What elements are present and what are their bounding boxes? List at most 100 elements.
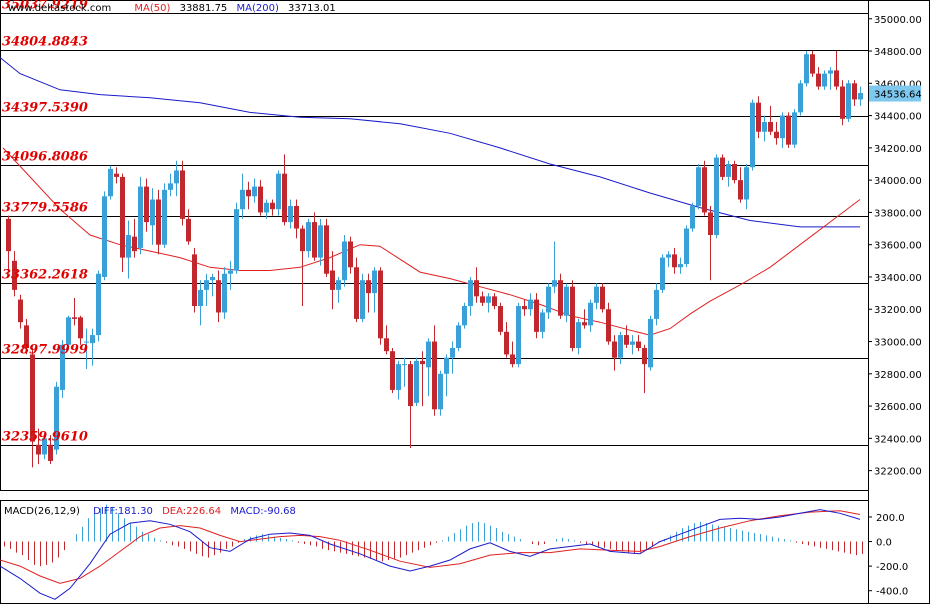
macd-name: MACD(26,12,9) bbox=[4, 506, 80, 517]
candle-up bbox=[288, 205, 293, 223]
candle-down bbox=[270, 202, 275, 210]
candle-down bbox=[786, 115, 791, 145]
candle-up bbox=[342, 241, 347, 281]
candle-up bbox=[372, 270, 377, 294]
candle-down bbox=[282, 173, 287, 223]
candle-up bbox=[588, 302, 593, 326]
candle-down bbox=[384, 338, 389, 352]
last-price-badge: 34536.64 bbox=[869, 85, 922, 102]
candle-down bbox=[432, 341, 437, 410]
candle-down bbox=[600, 286, 605, 310]
candle-down bbox=[480, 296, 485, 303]
candle-up bbox=[630, 341, 635, 345]
price-tick-label: 33000.00 bbox=[874, 338, 922, 349]
support-resistance-levels bbox=[0, 13, 868, 446]
site-label[interactable]: www.deltastock.com bbox=[8, 3, 112, 14]
candle-down bbox=[492, 296, 497, 307]
macd-tick-label: 0.0 bbox=[876, 538, 892, 549]
level-labels: 35037.9219 34804.8843 34397.5390 34096.8086… bbox=[2, 0, 88, 445]
candle-up bbox=[438, 373, 443, 410]
candle-up bbox=[660, 257, 665, 290]
candle-up bbox=[648, 318, 653, 368]
candle-up bbox=[168, 183, 173, 190]
candle-up bbox=[486, 296, 491, 303]
level-label: 34096.8086 bbox=[2, 150, 88, 165]
level-label: 33779.5586 bbox=[2, 201, 88, 216]
candle-down bbox=[72, 317, 77, 319]
candle-up bbox=[546, 286, 551, 313]
candle-up bbox=[252, 186, 257, 197]
candle-up bbox=[858, 92, 863, 100]
candle-up bbox=[360, 280, 365, 319]
last-price-text: 34536.64 bbox=[874, 90, 922, 101]
candle-down bbox=[558, 280, 563, 316]
candle-down bbox=[732, 164, 737, 181]
macd-diff-label: DIFF:181.30 bbox=[93, 506, 153, 517]
price-tick-label: 32200.00 bbox=[874, 467, 922, 478]
candle-up bbox=[108, 168, 113, 197]
candle-up bbox=[576, 322, 581, 348]
candle-up bbox=[696, 167, 701, 206]
candle-up bbox=[468, 280, 473, 307]
candle-up bbox=[174, 170, 179, 184]
candle-up bbox=[42, 438, 47, 455]
candle-down bbox=[246, 189, 251, 197]
candle-down bbox=[6, 218, 11, 252]
price-tick-label: 34000.00 bbox=[874, 176, 922, 187]
candle-down bbox=[534, 299, 539, 332]
candle-down bbox=[324, 225, 329, 274]
candle-down bbox=[312, 222, 317, 258]
candle-up bbox=[516, 306, 521, 365]
candle-down bbox=[606, 309, 611, 342]
candle-up bbox=[780, 115, 785, 139]
ma50-path bbox=[2, 147, 861, 336]
candle-down bbox=[774, 131, 779, 139]
level-label: 34804.8843 bbox=[2, 35, 88, 50]
candle-up bbox=[684, 228, 689, 265]
candle-down bbox=[354, 267, 359, 319]
candle-down bbox=[612, 341, 617, 358]
level-label: 34397.5390 bbox=[2, 101, 88, 116]
candle-down bbox=[498, 306, 503, 332]
candle-up bbox=[204, 280, 209, 290]
candle-up bbox=[822, 73, 827, 87]
candle-down bbox=[756, 102, 761, 132]
candle-up bbox=[150, 199, 155, 226]
macd-header: MACD(26,12,9) DIFF:181.30 DEA:226.64 MAC… bbox=[4, 506, 296, 517]
candle-up bbox=[744, 167, 749, 200]
candle-up bbox=[804, 54, 809, 84]
candle-down bbox=[852, 83, 857, 100]
macd-diff-path bbox=[0, 509, 861, 600]
candle-up bbox=[96, 273, 101, 336]
candle-down bbox=[636, 341, 641, 348]
candle-up bbox=[198, 289, 203, 307]
candle-down bbox=[408, 364, 413, 407]
macd-panel-frame bbox=[0, 500, 869, 604]
candle-up bbox=[84, 341, 89, 343]
candle-down bbox=[114, 173, 119, 177]
candle-up bbox=[846, 83, 851, 119]
candle-up bbox=[762, 122, 767, 132]
price-tick-label: 32600.00 bbox=[874, 402, 922, 413]
candle-down bbox=[18, 299, 23, 323]
candle-down bbox=[624, 335, 629, 345]
candle-down bbox=[12, 260, 17, 290]
ma50-label: MA(50) bbox=[134, 3, 171, 14]
level-label: 35037.9219 bbox=[2, 0, 88, 13]
candle-down bbox=[522, 306, 527, 310]
candle-down bbox=[582, 322, 587, 326]
candle-up bbox=[690, 205, 695, 229]
candle-down bbox=[24, 325, 29, 348]
candle-up bbox=[828, 70, 833, 74]
candle-down bbox=[186, 218, 191, 242]
price-tick-label: 34200.00 bbox=[874, 144, 922, 155]
candle-down bbox=[738, 180, 743, 200]
candle-up bbox=[396, 364, 401, 390]
candle-up bbox=[66, 317, 71, 345]
candle-down bbox=[192, 254, 197, 307]
candle-down bbox=[720, 157, 725, 177]
price-tick-label: 34800.00 bbox=[874, 47, 922, 58]
candle-down bbox=[30, 354, 35, 442]
ma200-path bbox=[0, 57, 860, 228]
